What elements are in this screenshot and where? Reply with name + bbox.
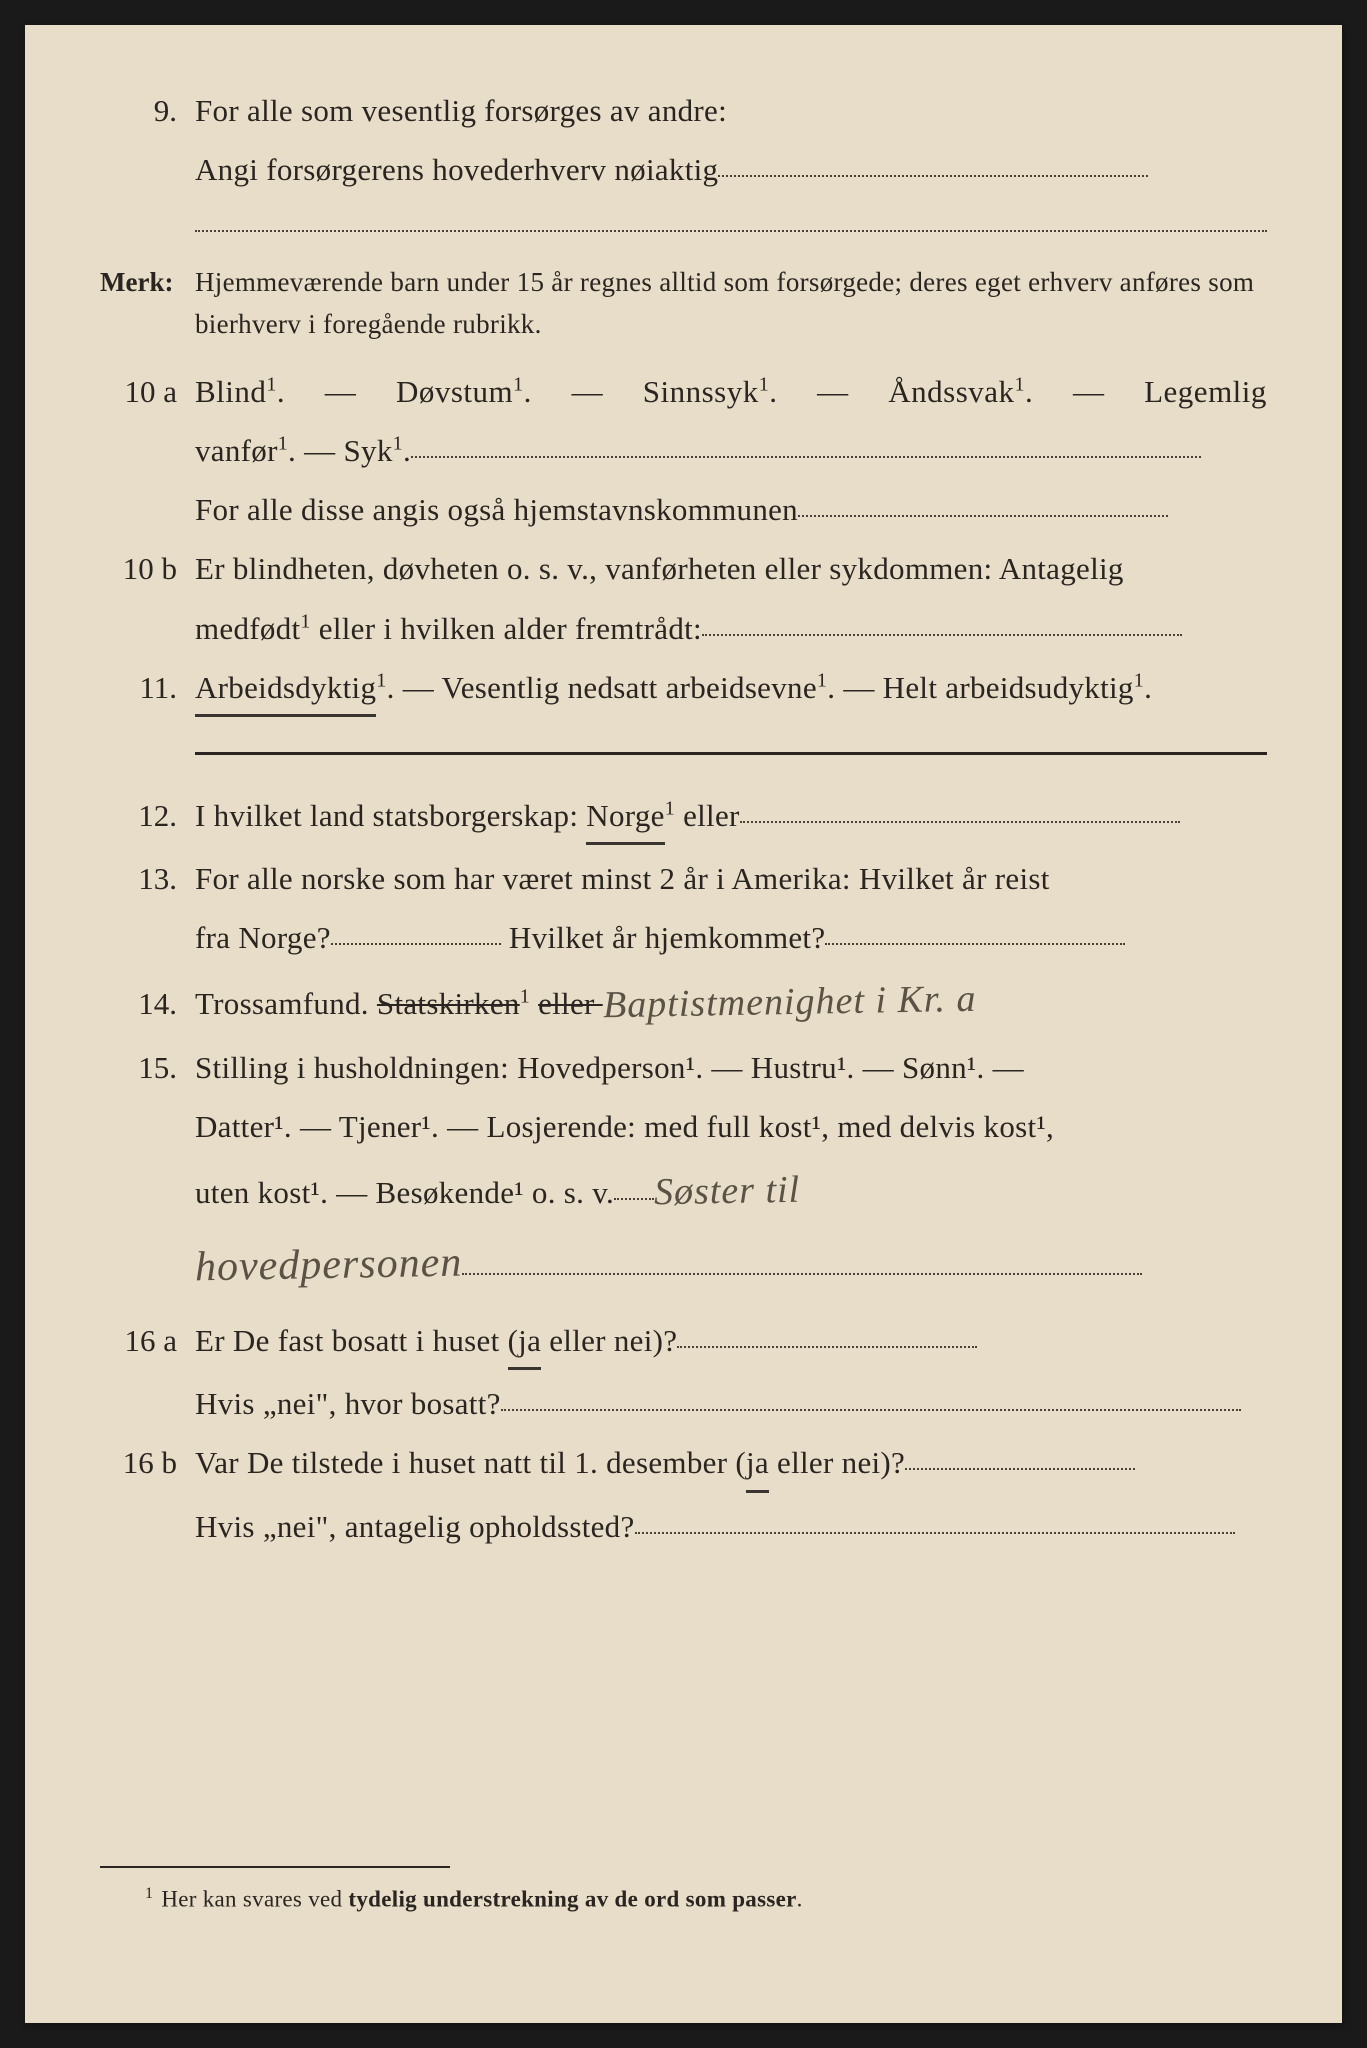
q9-row1: 9. For alle som vesentlig forsørges av a… bbox=[100, 85, 1267, 136]
fill-line bbox=[501, 1409, 1241, 1411]
q15-hand1: Søster til bbox=[654, 1159, 801, 1224]
q15-row2: Datter¹. — Tjener¹. — Losjerende: med fu… bbox=[100, 1101, 1267, 1152]
q9-row2: Angi forsørgerens hovederhverv nøiaktig bbox=[100, 144, 1267, 195]
q10a-number: 10 a bbox=[100, 374, 195, 410]
fill-line bbox=[411, 456, 1201, 458]
fill-line bbox=[798, 515, 1168, 517]
q16a-number: 16 a bbox=[100, 1323, 195, 1359]
q10b-number: 10 b bbox=[100, 551, 195, 587]
q12-underlined: Norge bbox=[586, 790, 664, 845]
q14-struck: Statskirken bbox=[377, 986, 520, 1021]
q10a-text1: Blind1. — Døvstum1. — Sinnssyk1. — Åndss… bbox=[195, 366, 1267, 417]
q15-row4: hovedpersonen bbox=[100, 1231, 1267, 1300]
q16b-ja: ja bbox=[746, 1437, 769, 1492]
q11-row: 11. Arbeidsdyktig1. — Vesentlig nedsatt … bbox=[100, 662, 1267, 717]
q13-text2: fra Norge? Hvilket år hjemkommet? bbox=[195, 912, 1267, 963]
q15-text2: Datter¹. — Tjener¹. — Losjerende: med fu… bbox=[195, 1101, 1267, 1152]
q10a-text3: For alle disse angis også hjemstavnskomm… bbox=[195, 484, 1267, 535]
q16b-text1: Var De tilstede i huset natt til 1. dese… bbox=[195, 1437, 1267, 1492]
fill-line bbox=[331, 943, 501, 945]
q13-row1: 13. For alle norske som har været minst … bbox=[100, 853, 1267, 904]
footnote-divider bbox=[100, 1866, 450, 1868]
fill-line bbox=[462, 1273, 1142, 1275]
merk-label: Merk: bbox=[100, 267, 195, 298]
q9-text2: Angi forsørgerens hovederhverv nøiaktig bbox=[195, 144, 1267, 195]
q10b-text1: Er blindheten, døvheten o. s. v., vanfør… bbox=[195, 543, 1267, 594]
fill-line bbox=[677, 1346, 977, 1348]
q10b-row2: medfødt1 eller i hvilken alder fremtrådt… bbox=[100, 603, 1267, 654]
merk-row: Merk: Hjemmeværende barn under 15 år reg… bbox=[100, 262, 1267, 346]
q16a-ja: (ja bbox=[508, 1315, 542, 1370]
q16b-row1: 16 b Var De tilstede i huset natt til 1.… bbox=[100, 1437, 1267, 1492]
q14-text: Trossamfund. Statskirken1 eller Baptistm… bbox=[195, 971, 1267, 1034]
q12-text: I hvilket land statsborgerskap: Norge1 e… bbox=[195, 790, 1267, 845]
q15-hand2: hovedpersonen bbox=[194, 1229, 462, 1303]
q13-row2: fra Norge? Hvilket år hjemkommet? bbox=[100, 912, 1267, 963]
q16a-row2: Hvis „nei", hvor bosatt? bbox=[100, 1378, 1267, 1429]
footnote-text: 1Her kan svares ved tydelig understrekni… bbox=[145, 1885, 803, 1913]
q14-handwritten: Baptistmenighet i Kr. a bbox=[602, 968, 976, 1037]
fill-line bbox=[702, 634, 1182, 636]
q16a-row1: 16 a Er De fast bosatt i huset (ja eller… bbox=[100, 1315, 1267, 1370]
fill-line bbox=[825, 943, 1125, 945]
q16b-row2: Hvis „nei", antagelig opholdssted? bbox=[100, 1501, 1267, 1552]
q13-number: 13. bbox=[100, 861, 195, 897]
fill-line bbox=[635, 1532, 1235, 1534]
q13-text1: For alle norske som har været minst 2 år… bbox=[195, 853, 1267, 904]
q14-number: 14. bbox=[100, 986, 195, 1022]
q15-text3: uten kost¹. — Besøkende¹ o. s. v.Søster … bbox=[195, 1160, 1267, 1223]
merk-text: Hjemmeværende barn under 15 år regnes al… bbox=[195, 262, 1267, 346]
q14-row: 14. Trossamfund. Statskirken1 eller Bapt… bbox=[100, 971, 1267, 1034]
q10a-row2: vanfør1. — Syk1. bbox=[100, 425, 1267, 476]
q10a-row1: 10 a Blind1. — Døvstum1. — Sinnssyk1. — … bbox=[100, 366, 1267, 417]
q9-number: 9. bbox=[100, 93, 195, 129]
q15-number: 15. bbox=[100, 1050, 195, 1086]
q11-text: Arbeidsdyktig1. — Vesentlig nedsatt arbe… bbox=[195, 662, 1267, 717]
fill-line bbox=[740, 821, 1180, 823]
divider-solid bbox=[195, 752, 1267, 755]
q10a-row3: For alle disse angis også hjemstavnskomm… bbox=[100, 484, 1267, 535]
q15-text1: Stilling i husholdningen: Hovedperson¹. … bbox=[195, 1042, 1267, 1093]
q12-row: 12. I hvilket land statsborgerskap: Norg… bbox=[100, 790, 1267, 845]
fill-line bbox=[718, 175, 1148, 177]
q15-row3: uten kost¹. — Besøkende¹ o. s. v.Søster … bbox=[100, 1160, 1267, 1223]
q10b-text2: medfødt1 eller i hvilken alder fremtrådt… bbox=[195, 603, 1267, 654]
q11-number: 11. bbox=[100, 670, 195, 706]
q12-number: 12. bbox=[100, 798, 195, 834]
q10a-text2: vanfør1. — Syk1. bbox=[195, 425, 1267, 476]
q11-underlined: Arbeidsdyktig bbox=[195, 662, 376, 717]
q10b-row1: 10 b Er blindheten, døvheten o. s. v., v… bbox=[100, 543, 1267, 594]
q16a-text1: Er De fast bosatt i huset (ja eller nei)… bbox=[195, 1315, 1267, 1370]
q16b-text2: Hvis „nei", antagelig opholdssted? bbox=[195, 1501, 1267, 1552]
divider-dotted bbox=[195, 230, 1267, 232]
q9-text1: For alle som vesentlig forsørges av andr… bbox=[195, 85, 1267, 136]
census-form-page: 9. For alle som vesentlig forsørges av a… bbox=[25, 25, 1342, 2023]
q16a-text2: Hvis „nei", hvor bosatt? bbox=[195, 1378, 1267, 1429]
q15-row1: 15. Stilling i husholdningen: Hovedperso… bbox=[100, 1042, 1267, 1093]
q16b-number: 16 b bbox=[100, 1445, 195, 1481]
fill-line bbox=[905, 1468, 1135, 1470]
